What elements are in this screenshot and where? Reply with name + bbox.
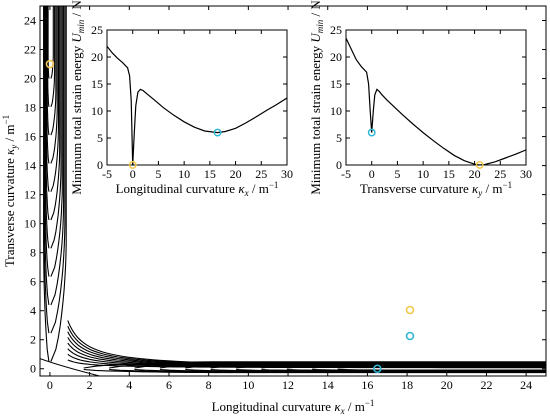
inset-ky-frame	[345, 29, 527, 166]
inset-ky-y-axis-label: Minimum total strain energy Umin / N	[308, 0, 325, 195]
main-ytick-label: 4	[30, 304, 36, 318]
main-xtick-label: 8	[206, 378, 212, 392]
contour-level-saddle	[67, 320, 546, 367]
inset-kx-xtick-label: 10	[178, 167, 190, 181]
inset-kx-x-axis-label: Longitudinal curvature κx / m−1	[116, 180, 279, 198]
main-ytick-label: 12	[24, 188, 36, 202]
inset-ky-ytick-label: 0	[336, 158, 342, 172]
main-xtick-label: 20	[441, 378, 453, 392]
main-xtick-label: 4	[126, 378, 132, 392]
inset-kx-ytick-label: 25	[91, 23, 103, 37]
main-ytick-label: 18	[24, 101, 36, 115]
inset-ky-xtick-label: 15	[443, 167, 455, 181]
inset-kx-ytick-label: 10	[91, 104, 103, 118]
state-marker	[373, 364, 382, 374]
main-ytick-label: 6	[30, 275, 36, 289]
main-xtick-label: 6	[166, 378, 172, 392]
main-xtick-label: 12	[282, 378, 294, 392]
legend-marker	[405, 305, 415, 315]
main-xtick-label: 10	[242, 378, 254, 392]
inset-ky-ytick-label: 20	[330, 50, 342, 64]
main-xtick-label: 22	[480, 378, 492, 392]
legend	[405, 305, 415, 341]
inset-ky-state-marker	[367, 128, 376, 137]
main-xtick-label: 14	[322, 378, 334, 392]
inset-ky-xtick-label: -5	[341, 167, 351, 181]
inset-ky-curve	[346, 37, 526, 165]
inset-ky-xtick-label: 5	[394, 167, 400, 181]
inset-kx-state-marker	[128, 161, 137, 169]
main-ytick-label: 10	[24, 217, 36, 231]
main-ytick-label: 0	[30, 362, 36, 376]
inset-kx-xtick-label: 25	[255, 167, 267, 181]
main-xtick-label: 2	[87, 378, 93, 392]
inset-ky-state-marker	[475, 161, 484, 169]
inset-ky-xtick-label: 30	[520, 167, 532, 181]
inset-ky-xtick-label: 25	[494, 167, 506, 181]
main-axes: 0 2 4 6 8 10 12 14 16 18 20 22 240246810121416182022…	[24, 5, 547, 392]
main-frame	[39, 5, 547, 377]
contour-level-lobe-x	[83, 361, 546, 374]
contour-lines	[40, 6, 546, 376]
inset-ky-ytick-label: 25	[330, 23, 342, 37]
main-x-axis-label: Longitudinal curvature κx / m−1	[212, 398, 375, 416]
main-xtick-label: 0	[47, 378, 53, 392]
inset-kx-xtick-label: 5	[155, 167, 161, 181]
main-ytick-label: 20	[24, 72, 36, 86]
main-ytick-label: 8	[30, 246, 36, 260]
inset-kx-state-marker	[213, 128, 222, 137]
inset-ky-x-axis-label: Transverse curvature κy / m−1	[360, 180, 512, 198]
inset-kx-y-axis-label: Minimum total strain energy Umin / N	[69, 0, 86, 195]
main-ytick-label: 14	[24, 159, 36, 173]
main-ytick-label: 2	[30, 333, 36, 347]
inset-kx-xtick-label: -5	[102, 167, 112, 181]
inset-kx-xtick-label: 20	[230, 167, 242, 181]
inset-ky-ytick-label: 5	[336, 131, 342, 145]
main-ytick-label: 24	[24, 14, 36, 28]
inset-ky-ytick-label: 15	[330, 77, 342, 91]
inset-ky-ytick-label: 10	[330, 104, 342, 118]
main-ytick-label: 16	[24, 130, 36, 144]
inset-ky-xtick-label: 10	[417, 167, 429, 181]
main-xtick-label: 24	[520, 378, 532, 392]
contour-corner	[40, 358, 100, 376]
inset-kx-ytick-label: 20	[91, 50, 103, 64]
inset-ky-xtick-label: 20	[469, 167, 481, 181]
main-y-axis-label: Transverse curvature κy / m−1	[1, 115, 19, 267]
inset-kx-ytick-label: 0	[97, 158, 103, 172]
inset-kx-curve	[107, 45, 287, 165]
inset-kx-xtick-label: 15	[204, 167, 216, 181]
legend-marker	[405, 331, 415, 341]
inset-kx-ytick-label: 5	[97, 131, 103, 145]
main-xtick-label: 16	[361, 378, 373, 392]
inset-kx-ytick-label: 15	[91, 77, 103, 91]
inset-kx-xtick-label: 0	[130, 167, 136, 181]
main-ytick-label: 22	[24, 43, 36, 57]
inset-ky-xtick-label: 0	[369, 167, 375, 181]
main-xtick-label: 18	[401, 378, 413, 392]
inset-kx-xtick-label: 30	[281, 167, 293, 181]
contour-level-lobe-y	[43, 6, 67, 362]
state-marker	[45, 59, 55, 69]
